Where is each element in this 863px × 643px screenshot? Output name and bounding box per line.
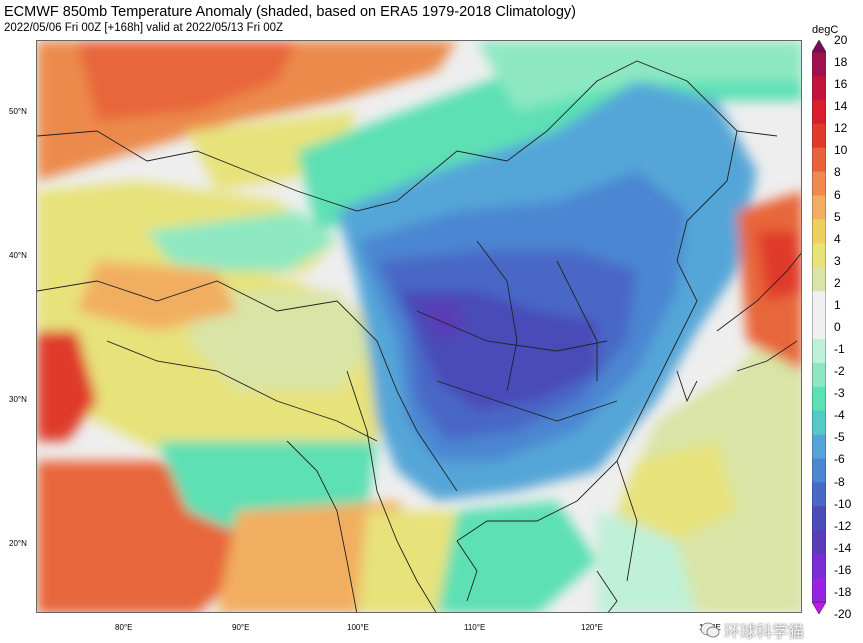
colorbar-swatch — [812, 99, 826, 125]
colorbar-swatch — [812, 147, 826, 173]
lat-label-20n: 20°N — [9, 539, 27, 548]
lat-label-50n: 50°N — [9, 107, 27, 116]
map-title: ECMWF 850mb Temperature Anomaly (shaded,… — [4, 4, 576, 20]
colorbar-tick-label: 20 — [834, 33, 848, 47]
colorbar-tick-label: 1 — [834, 297, 841, 312]
colorbar-swatch — [812, 338, 826, 364]
colorbar-unit: degC — [812, 24, 839, 36]
colorbar-tick-label: -10 — [834, 496, 852, 511]
map-subtitle: 2022/05/06 Fri 00Z [+168h] valid at 2022… — [4, 22, 284, 34]
colorbar-tick-label: 3 — [834, 253, 841, 268]
colorbar-swatch — [812, 195, 826, 220]
lon-label-120e: 120°E — [581, 623, 603, 632]
colorbar-swatch — [812, 578, 826, 603]
colorbar-swatch — [812, 243, 826, 268]
colorbar-swatch — [812, 506, 826, 531]
anomaly-field — [37, 41, 801, 612]
colorbar-tick-label: 5 — [834, 209, 841, 224]
watermark-text: 环球科学猫 — [724, 624, 805, 641]
colorbar-tick-label: -20 — [834, 607, 852, 621]
colorbar-tick-label: 2 — [834, 275, 841, 290]
anomaly-map — [36, 40, 802, 613]
colorbar-swatch — [812, 362, 826, 388]
colorbar-swatch — [812, 123, 826, 149]
colorbar-swatch — [812, 554, 826, 579]
map-canvas — [37, 41, 801, 612]
colorbar-swatch — [812, 171, 826, 196]
colorbar-swatch — [812, 219, 826, 244]
lon-label-90e: 90°E — [232, 623, 250, 632]
colorbar-tick-label: -18 — [834, 584, 852, 599]
lon-label-80e: 80°E — [115, 623, 133, 632]
colorbar-swatch — [812, 458, 826, 483]
colorbar-swatch — [812, 52, 826, 77]
colorbar-tick-label: 10 — [834, 143, 848, 158]
colorbar-tick-label: 12 — [834, 121, 848, 136]
colorbar-tick-label: -1 — [834, 342, 845, 357]
colorbar-swatch — [812, 75, 826, 101]
lon-label-110e: 110°E — [464, 623, 486, 632]
colorbar-tick-label: 6 — [834, 187, 841, 202]
colorbar-tick-label: -2 — [834, 364, 845, 379]
colorbar-tick-label: 4 — [834, 231, 841, 246]
colorbar-tick-label: -12 — [834, 518, 852, 533]
colorbar-tick-label: -5 — [834, 430, 845, 445]
lat-label-40n: 40°N — [9, 251, 27, 260]
colorbar-swatch — [812, 291, 826, 316]
colorbar-swatch — [812, 434, 826, 460]
colorbar-tick-label: -3 — [834, 386, 845, 401]
colorbar-tick-label: -14 — [834, 540, 852, 555]
wechat-icon — [700, 622, 720, 643]
colorbar-tick-label: -16 — [834, 562, 852, 577]
colorbar-swatch — [812, 315, 826, 340]
lat-label-30n: 30°N — [9, 395, 27, 404]
colorbar-swatch — [812, 530, 826, 555]
colorbar-swatch — [812, 267, 826, 292]
coastlines-and-borders — [37, 60, 801, 612]
colorbar-min-arrow — [812, 601, 826, 614]
colorbar-tick-label: 18 — [834, 55, 848, 70]
colorbar-tick-label: 0 — [834, 320, 841, 334]
colorbar-swatch — [812, 410, 826, 436]
watermark: 环球科学猫 — [700, 618, 804, 643]
colorbar-swatch — [812, 386, 826, 412]
colorbar-tick-label: 16 — [834, 77, 848, 92]
colorbar-swatch — [812, 482, 826, 507]
colorbar-tick-label: -6 — [834, 452, 845, 467]
colorbar-tick-label: 8 — [834, 165, 841, 180]
colorbar-tick-label: -4 — [834, 408, 845, 423]
colorbar-tick-label: -8 — [834, 474, 845, 489]
colorbar-tick-label: 14 — [834, 99, 848, 114]
colorbar — [812, 40, 826, 614]
lon-label-100e: 100°E — [347, 623, 369, 632]
colorbar-max-arrow — [812, 40, 826, 53]
